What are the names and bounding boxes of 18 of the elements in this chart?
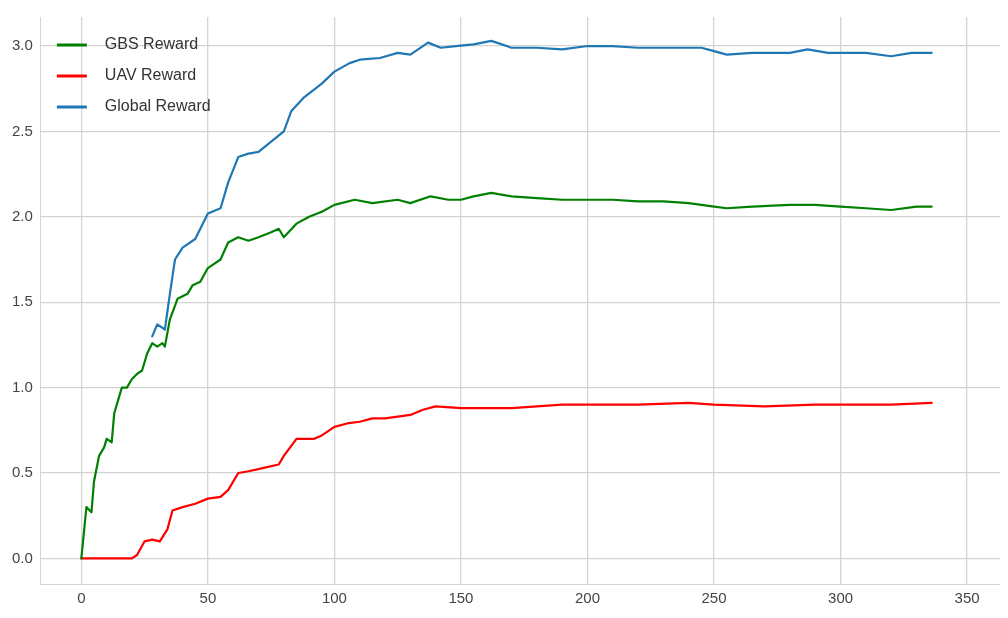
x-tick-label: 50 (199, 589, 217, 607)
x-tick-label: 100 (321, 589, 347, 607)
legend-label: Global Reward (104, 97, 211, 115)
y-tick-label: 1.0 (11, 377, 33, 395)
y-tick-label: 3.0 (11, 36, 33, 54)
y-tick-label: 2.5 (11, 121, 33, 139)
x-tick-label: 0 (77, 589, 86, 607)
y-tick-label: 0.0 (11, 548, 33, 566)
x-tick-label: 200 (574, 589, 601, 607)
x-tick-label: 350 (954, 589, 980, 607)
legend-label: UAV Reward (104, 66, 197, 84)
legend-label: GBS Reward (104, 35, 199, 53)
y-tick-label: 0.5 (11, 463, 33, 481)
x-tick-label: 300 (828, 589, 854, 607)
y-tick-label: 1.5 (11, 292, 33, 310)
x-tick-label: 150 (448, 589, 474, 607)
y-tick-label: 2.0 (11, 206, 33, 224)
x-tick-label: 250 (701, 589, 727, 607)
